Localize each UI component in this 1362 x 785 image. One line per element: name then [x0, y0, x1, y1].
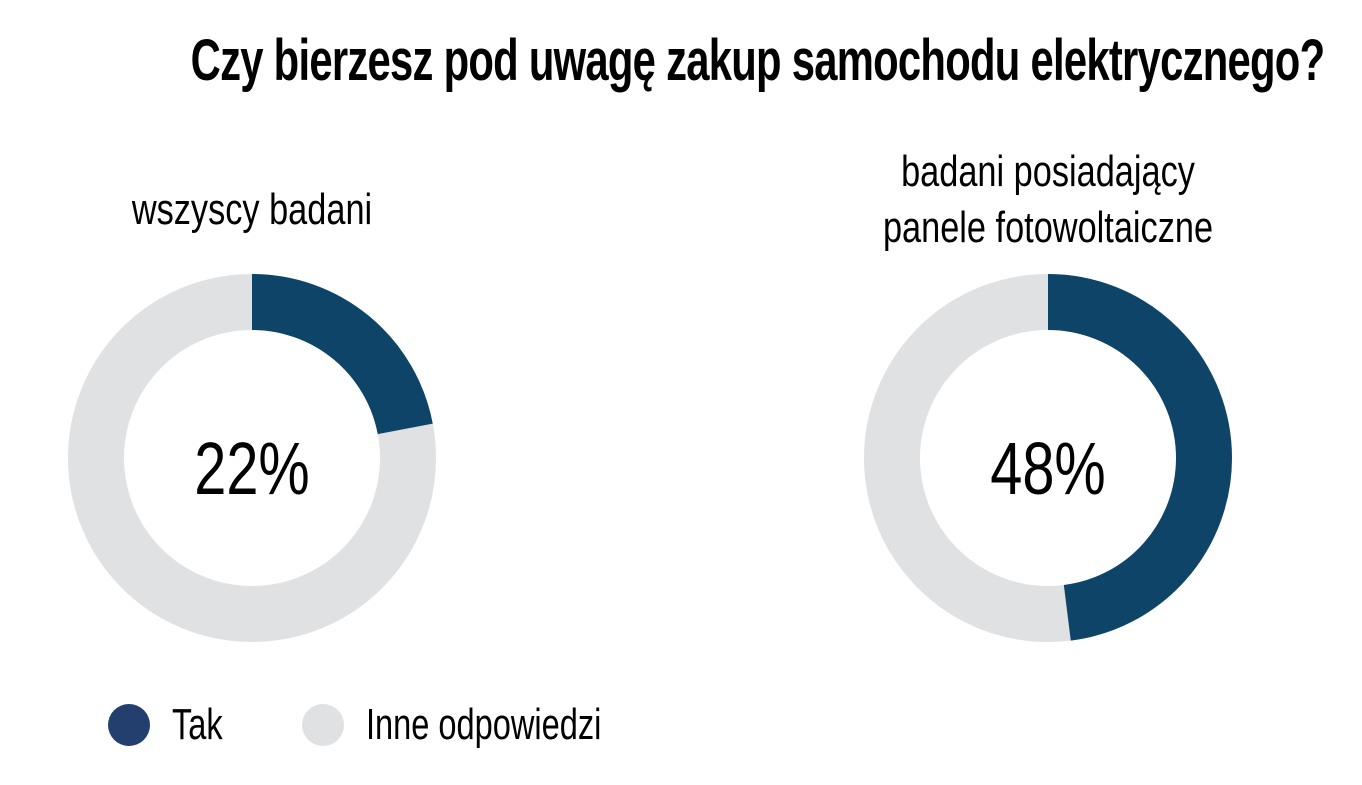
subtitle-line-1: badani posiadający — [901, 147, 1195, 196]
percentage-label: 48% — [990, 426, 1106, 510]
chart-title: Czy bierzesz pod uwagę zakup samochodu e… — [190, 28, 1325, 93]
subtitle-all-respondents: wszyscy badani — [96, 182, 408, 238]
legend-item-tak: Tak — [108, 700, 223, 750]
legend-item-other: Inne odpowiedzi — [302, 700, 684, 750]
legend-label: Inne odpowiedzi — [366, 700, 602, 749]
donut-segment-tak — [68, 274, 436, 642]
legend-dot-icon — [108, 704, 150, 746]
subtitle-line-2: panele fotowoltaiczne — [882, 203, 1214, 252]
legend-dot-icon — [302, 704, 344, 746]
donut-segment-tak — [864, 274, 1232, 642]
legend: Tak Inne odpowiedzi — [108, 700, 764, 750]
donut-svg — [864, 274, 1232, 642]
percentage-label: 22% — [194, 426, 310, 510]
subtitle-pv-owners: badani posiadający panele fotowoltaiczne — [853, 144, 1243, 256]
donut-chart-pv: 48% — [864, 274, 1232, 642]
subtitle-text: wszyscy badani — [131, 185, 373, 234]
legend-label: Tak — [172, 700, 223, 749]
donut-chart-all: 22% — [68, 274, 436, 642]
donut-svg — [68, 274, 436, 642]
